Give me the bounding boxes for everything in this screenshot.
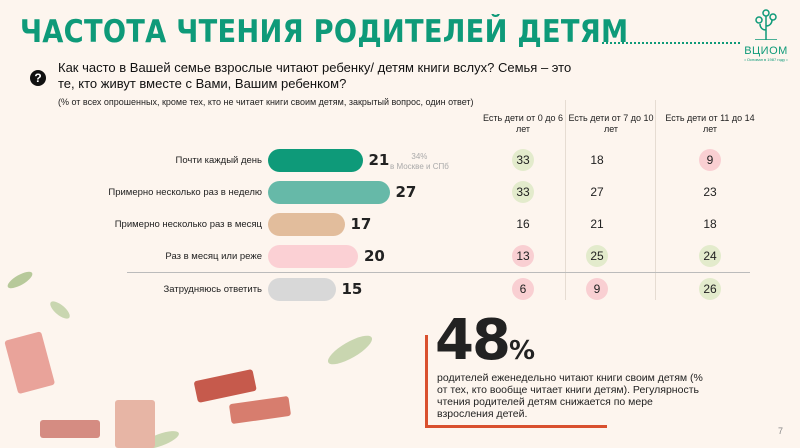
dotted-divider <box>602 42 740 44</box>
question-note: (% от всех опрошенных, кроме тех, кто не… <box>58 97 474 107</box>
column-header: Есть дети от 0 до 6 лет <box>482 113 564 134</box>
side-note: 34% в Москве и СПб <box>390 152 449 171</box>
table-cell: 18 <box>703 217 717 231</box>
book-icon <box>4 331 291 448</box>
tree-icon <box>755 9 777 41</box>
table-cell: 18 <box>590 153 604 167</box>
page-title: ЧАСТОТА ЧТЕНИЯ РОДИТЕЛЕЙ ДЕТЯМ <box>20 14 629 50</box>
page-number: 7 <box>778 426 784 436</box>
question-icon: ? <box>30 70 46 86</box>
highlight-number: 48 <box>435 308 511 373</box>
highlight-value: 48% <box>435 308 535 373</box>
accent-line <box>425 425 607 428</box>
table-cell: 21 <box>590 217 604 231</box>
bar <box>268 181 390 204</box>
table-cell: 33 <box>512 181 534 203</box>
table-cell: 26 <box>699 278 721 300</box>
bar-value: 17 <box>350 215 372 233</box>
bar <box>268 149 363 172</box>
table-cell: 6 <box>512 278 534 300</box>
question-text: Как часто в Вашей семье взрослые читают … <box>58 60 572 91</box>
highlight-text: родителей еженедельно читают книги своим… <box>437 372 703 420</box>
logo: ВЦИОМ • Основан в 1987 году • <box>738 8 794 62</box>
accent-line <box>425 335 428 427</box>
row-label: Затрудняюсь ответить <box>163 284 262 295</box>
bar <box>268 278 336 301</box>
logo-name: ВЦИОМ <box>744 45 788 57</box>
row-divider <box>127 272 750 273</box>
table-cell: 24 <box>699 245 721 267</box>
books-illustration <box>4 271 373 448</box>
bar-value: 15 <box>341 280 363 298</box>
bar-value: 21 <box>368 151 390 169</box>
table-cell: 9 <box>699 149 721 171</box>
table-cell: 23 <box>703 185 717 199</box>
table-cell: 27 <box>590 185 604 199</box>
table-cell: 16 <box>516 217 530 231</box>
table-cell: 33 <box>512 149 534 171</box>
bar-value: 20 <box>364 247 385 265</box>
column-header: Есть дети от 11 до 14 лет <box>665 113 755 134</box>
table-cell: 13 <box>512 245 534 267</box>
table-cell: 25 <box>586 245 608 267</box>
row-label: Почти каждый день <box>175 155 263 166</box>
bar-value: 27 <box>395 183 417 201</box>
bar <box>268 245 358 268</box>
highlight-unit: % <box>508 336 535 366</box>
column-header: Есть дети от 7 до 10 лет <box>568 113 654 134</box>
column-divider <box>565 100 566 300</box>
table-cell: 9 <box>586 278 608 300</box>
row-label: Примерно несколько раз в неделю <box>108 187 262 198</box>
logo-tagline: • Основан в 1987 году • <box>744 57 788 62</box>
bar <box>268 213 345 236</box>
column-divider <box>655 100 656 300</box>
row-label: Примерно несколько раз в месяц <box>114 219 262 230</box>
row-label: Раз в месяц или реже <box>165 251 262 262</box>
